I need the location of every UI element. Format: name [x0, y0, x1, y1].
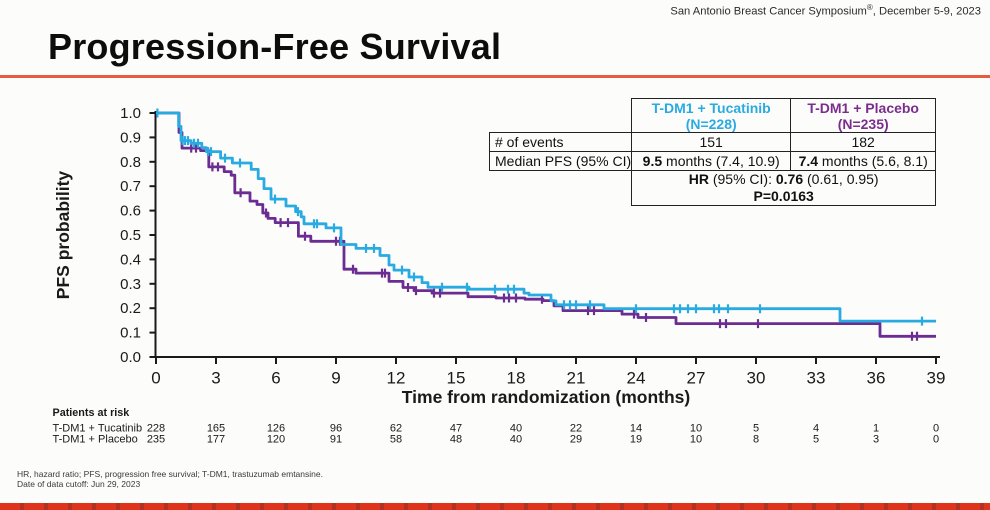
- svg-text:5: 5: [753, 423, 759, 435]
- svg-text:3: 3: [873, 434, 879, 446]
- svg-text:30: 30: [747, 369, 766, 388]
- svg-text:0.7: 0.7: [120, 178, 141, 195]
- svg-text:3: 3: [211, 369, 220, 388]
- svg-text:1: 1: [873, 423, 879, 435]
- svg-text:47: 47: [450, 423, 462, 435]
- svg-text:21: 21: [567, 369, 586, 388]
- svg-text:91: 91: [330, 434, 342, 446]
- svg-text:24: 24: [627, 369, 646, 388]
- svg-text:1.0: 1.0: [120, 105, 141, 122]
- svg-text:0.6: 0.6: [120, 203, 141, 220]
- svg-text:62: 62: [390, 423, 402, 435]
- svg-text:T-DM1 + Tucatinib: T-DM1 + Tucatinib: [53, 423, 143, 435]
- svg-text:0.1: 0.1: [120, 325, 141, 342]
- svg-text:Patients at risk: Patients at risk: [53, 407, 131, 419]
- svg-text:48: 48: [450, 434, 462, 446]
- svg-text:177: 177: [207, 434, 225, 446]
- svg-text:10: 10: [690, 423, 702, 435]
- svg-text:96: 96: [330, 423, 342, 435]
- svg-text:0.9: 0.9: [120, 129, 141, 146]
- svg-text:0.3: 0.3: [120, 276, 141, 293]
- svg-text:126: 126: [267, 423, 285, 435]
- svg-text:0.5: 0.5: [120, 227, 141, 244]
- svg-text:228: 228: [147, 423, 165, 435]
- svg-text:PFS probability: PFS probability: [53, 171, 73, 300]
- svg-text:0.8: 0.8: [120, 154, 141, 171]
- svg-text:58: 58: [390, 434, 402, 446]
- svg-text:15: 15: [447, 369, 466, 388]
- svg-text:5: 5: [813, 434, 819, 446]
- svg-text:18: 18: [507, 369, 526, 388]
- svg-text:235: 235: [147, 434, 165, 446]
- svg-text:40: 40: [510, 434, 522, 446]
- svg-text:33: 33: [807, 369, 826, 388]
- svg-text:T-DM1 + Placebo: T-DM1 + Placebo: [53, 434, 138, 446]
- svg-text:12: 12: [387, 369, 406, 388]
- svg-text:9: 9: [331, 369, 340, 388]
- svg-text:8: 8: [753, 434, 759, 446]
- svg-text:39: 39: [927, 369, 946, 388]
- svg-text:0: 0: [151, 369, 160, 388]
- svg-text:165: 165: [207, 423, 225, 435]
- svg-text:40: 40: [510, 423, 522, 435]
- svg-text:22: 22: [570, 423, 582, 435]
- svg-text:0.4: 0.4: [120, 251, 141, 268]
- svg-text:14: 14: [630, 423, 642, 435]
- svg-text:0: 0: [933, 423, 939, 435]
- svg-text:10: 10: [690, 434, 702, 446]
- svg-text:120: 120: [267, 434, 285, 446]
- svg-text:27: 27: [687, 369, 706, 388]
- svg-text:36: 36: [867, 369, 886, 388]
- svg-text:29: 29: [570, 434, 582, 446]
- svg-text:4: 4: [813, 423, 819, 435]
- svg-text:0.0: 0.0: [120, 349, 141, 366]
- svg-text:Time from randomization (month: Time from randomization (months): [402, 387, 690, 407]
- svg-text:19: 19: [630, 434, 642, 446]
- svg-text:0.2: 0.2: [120, 300, 141, 317]
- svg-text:6: 6: [271, 369, 280, 388]
- svg-text:0: 0: [933, 434, 939, 446]
